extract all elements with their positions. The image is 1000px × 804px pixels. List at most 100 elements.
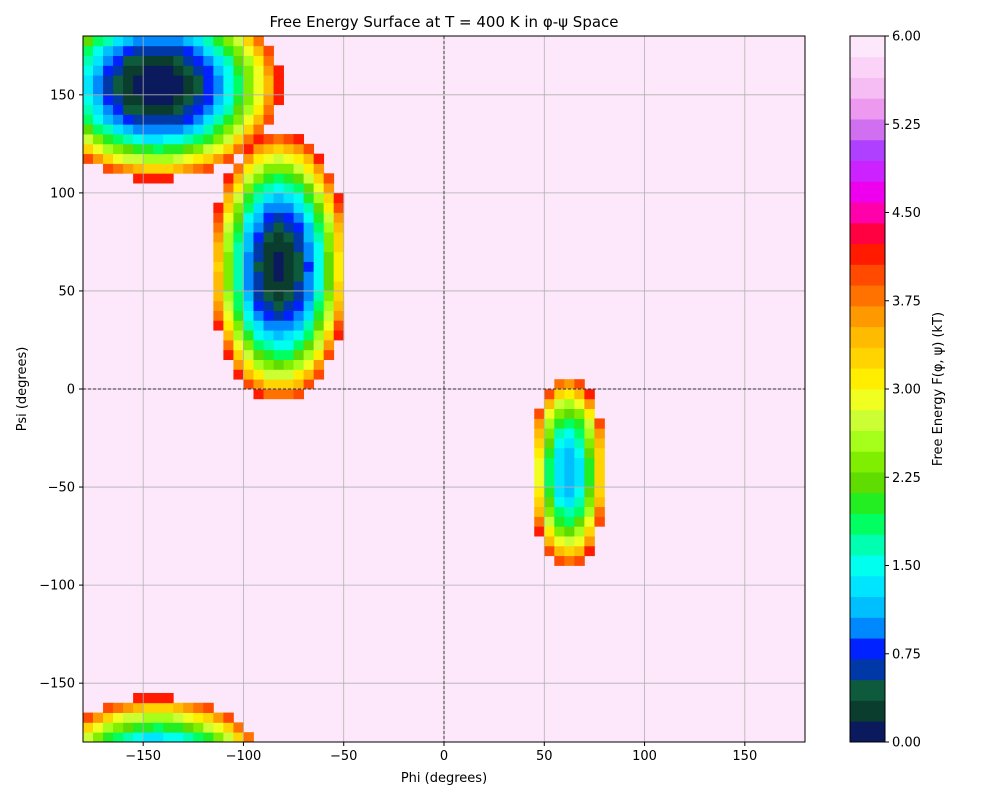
heat-cell xyxy=(193,94,204,106)
heat-cell xyxy=(213,45,224,57)
heat-cell xyxy=(303,359,315,370)
heat-cell xyxy=(564,506,575,517)
heat-cell xyxy=(153,55,164,66)
heat-cell xyxy=(243,261,254,272)
heat-cell xyxy=(123,732,134,743)
heat-cell xyxy=(574,477,585,488)
heat-cell xyxy=(83,712,94,723)
heat-cell xyxy=(233,732,244,743)
heat-cell xyxy=(83,143,94,155)
heat-cell xyxy=(163,712,174,723)
heat-cell xyxy=(233,320,244,331)
heat-cell xyxy=(223,94,234,106)
heat-cell xyxy=(183,722,194,733)
heat-cell xyxy=(183,114,194,125)
heat-cell xyxy=(554,506,565,517)
heat-cell xyxy=(193,85,204,96)
heat-cell xyxy=(564,516,575,527)
heat-cell xyxy=(223,732,234,743)
heat-cell xyxy=(283,379,294,390)
heat-cell xyxy=(243,271,254,282)
x-axis-label: Phi (degrees) xyxy=(401,771,487,786)
heat-cell xyxy=(323,261,335,272)
heat-cell xyxy=(173,702,184,713)
heat-cell xyxy=(253,349,264,360)
heat-cell xyxy=(594,487,605,498)
heat-cell xyxy=(554,526,565,537)
heat-cell xyxy=(584,516,595,527)
heat-cell xyxy=(113,65,124,76)
heat-cell xyxy=(303,271,315,282)
heat-cell xyxy=(544,457,555,468)
heat-cell xyxy=(534,487,545,498)
heat-cell xyxy=(223,232,234,243)
heat-cell xyxy=(213,241,224,253)
heat-cell xyxy=(303,173,315,184)
heat-cell xyxy=(243,143,254,155)
heat-cell xyxy=(123,55,134,66)
heat-cell xyxy=(574,487,585,498)
heat-cell xyxy=(313,320,325,331)
colorbar-tick-label: 2.25 xyxy=(892,471,921,486)
heat-cell xyxy=(233,212,244,223)
heat-cell xyxy=(564,477,575,488)
heat-cell xyxy=(133,143,144,155)
heat-cell xyxy=(183,712,194,723)
heat-cell xyxy=(133,722,144,733)
heat-cell xyxy=(173,65,184,76)
heat-cell xyxy=(243,183,254,194)
heat-cell xyxy=(133,732,144,743)
heat-cell xyxy=(123,143,134,155)
heat-cell xyxy=(283,143,294,155)
heat-cell xyxy=(313,222,325,233)
heat-cell xyxy=(93,55,104,66)
heat-cell xyxy=(584,467,595,478)
heat-cell xyxy=(574,496,585,508)
heat-cell xyxy=(313,310,325,321)
heat-cell xyxy=(153,94,164,106)
heat-cell xyxy=(584,506,595,517)
heat-cell xyxy=(193,153,204,164)
heat-cell xyxy=(253,104,264,115)
heat-cell xyxy=(293,300,305,311)
heat-cell xyxy=(233,251,244,262)
heat-cell xyxy=(564,545,575,557)
heat-cell xyxy=(243,379,254,390)
heat-cell xyxy=(213,271,224,282)
heat-cell xyxy=(554,545,565,557)
heat-cell xyxy=(123,94,134,106)
colorbar-segment xyxy=(850,222,885,245)
x-axis: −150 −100 −50 0 50 100 150 xyxy=(125,742,757,764)
heat-cell xyxy=(103,45,114,57)
heat-cell xyxy=(233,330,244,341)
y-tick-label: 100 xyxy=(50,186,75,201)
heat-cell xyxy=(544,477,555,488)
heat-cell xyxy=(283,173,294,184)
heat-cell xyxy=(163,104,174,115)
heat-cell xyxy=(243,732,254,743)
colorbar-segment xyxy=(850,721,885,743)
heat-cell xyxy=(554,447,565,459)
heat-cell xyxy=(323,251,335,262)
heat-cell xyxy=(113,153,124,164)
heat-cell xyxy=(163,702,174,713)
heat-cell xyxy=(253,85,264,96)
heat-cell xyxy=(213,732,224,743)
heat-cell xyxy=(223,183,234,194)
heat-cell xyxy=(203,722,214,733)
heat-cell xyxy=(233,202,244,213)
heat-cell xyxy=(594,506,605,517)
heat-cell xyxy=(233,369,244,380)
heat-cell xyxy=(193,65,204,76)
heat-cell xyxy=(103,722,114,733)
heat-cell xyxy=(313,183,325,194)
heat-cell xyxy=(283,251,294,262)
heat-cell xyxy=(293,183,305,194)
heat-cell xyxy=(193,36,204,47)
heat-cell xyxy=(283,134,294,145)
heat-cell xyxy=(223,261,234,272)
heat-cell xyxy=(83,114,94,125)
heat-cell xyxy=(293,163,305,174)
heat-cell xyxy=(153,712,164,723)
heat-cell xyxy=(323,183,335,194)
